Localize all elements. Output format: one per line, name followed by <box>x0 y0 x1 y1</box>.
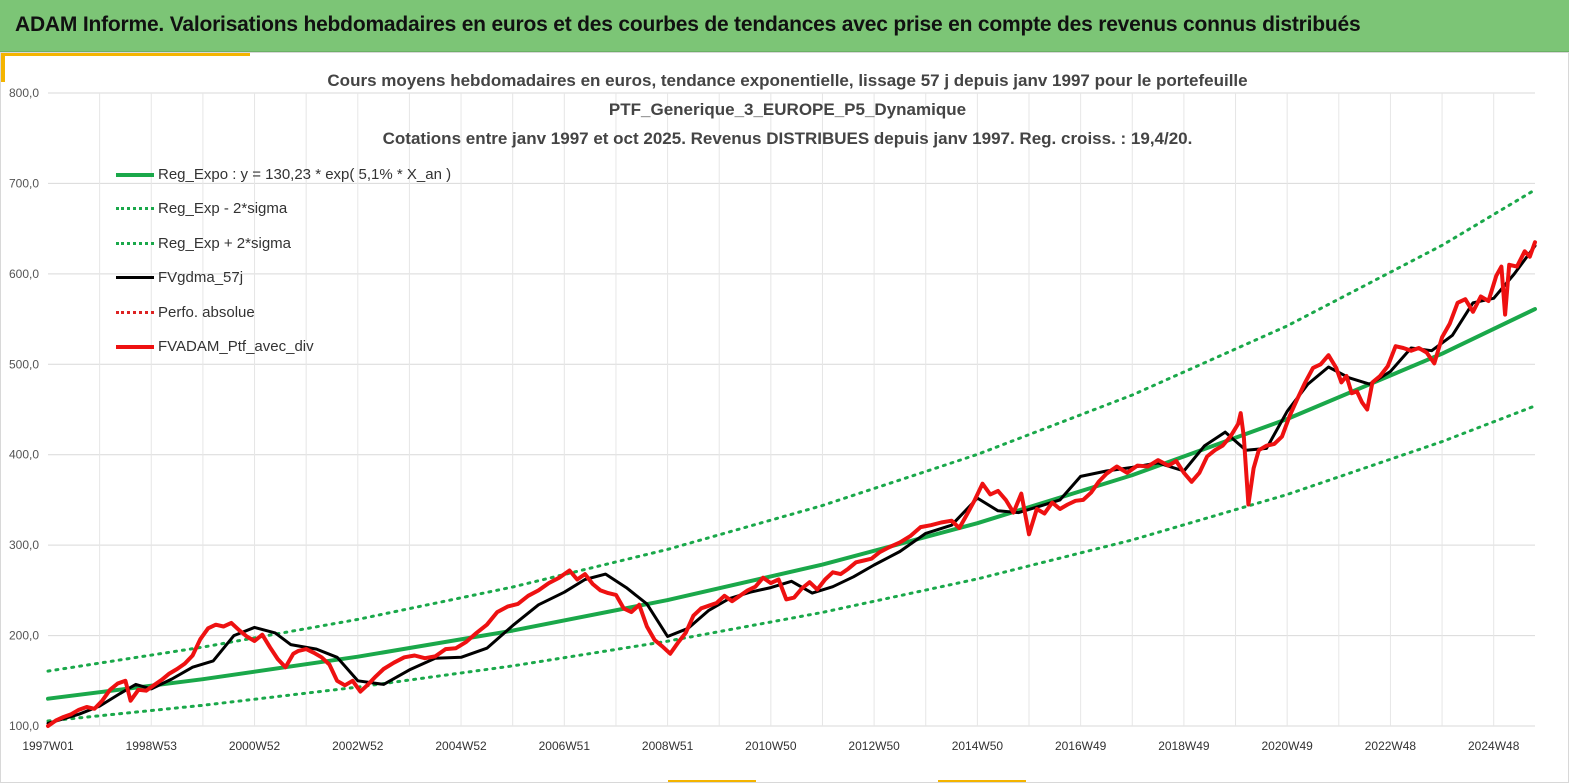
reg-exp-minus-line <box>46 404 1537 723</box>
x-tick-label: 2016W49 <box>1055 739 1107 753</box>
x-tick-label: 2014W50 <box>952 739 1004 753</box>
x-tick-label: 2000W52 <box>229 739 281 753</box>
legend-label-fvgdma: FVgdma_57j <box>158 269 244 287</box>
y-tick-label: 600,0 <box>9 267 39 281</box>
x-tick-label: 2008W51 <box>642 739 694 753</box>
legend-swatch-fvadam <box>116 344 154 349</box>
legend-swatch-perfo-absolue <box>116 310 154 314</box>
legend-swatch-reg-exp-plus <box>116 241 154 245</box>
x-tick-label: 1998W53 <box>126 739 178 753</box>
y-tick-label: 400,0 <box>9 448 39 462</box>
y-tick-label: 800,0 <box>9 86 39 100</box>
fvadam-line <box>46 240 1537 728</box>
y-tick-label: 700,0 <box>9 176 39 190</box>
reg-exp-plus-line <box>46 188 1537 673</box>
x-tick-label: 1997W01 <box>22 739 74 753</box>
accent-bar-top <box>0 52 250 56</box>
accent-bar-bottom-2 <box>938 780 1026 783</box>
x-tick-label: 2022W48 <box>1365 739 1417 753</box>
chart-title-line-1: Cours moyens hebdomadaires en euros, ten… <box>327 71 1248 90</box>
x-tick-label: 2006W51 <box>539 739 591 753</box>
x-tick-label: 2020W49 <box>1261 739 1313 753</box>
legend-swatch-fvgdma <box>116 276 154 280</box>
legend-label-reg-exp-minus: Reg_Exp - 2*sigma <box>158 200 288 218</box>
chart-plot: 100,0 200,0 300,0 400,0 500,0 600,0 700,0 800,0… <box>9 86 1537 753</box>
reg-expo-line <box>46 307 1537 701</box>
legend-swatch-reg-expo <box>116 173 154 177</box>
y-tick-label: 300,0 <box>9 538 39 552</box>
y-tick-label: 200,0 <box>9 629 39 643</box>
y-tick-label: 500,0 <box>9 357 39 371</box>
x-tick-label: 2018W49 <box>1158 739 1210 753</box>
accent-bar-left <box>0 52 5 82</box>
legend-label-reg-exp-plus: Reg_Exp + 2*sigma <box>158 234 291 252</box>
header-bar: ADAM Informe. Valorisations hebdomadaire… <box>0 0 1569 52</box>
legend-label-fvadam: FVADAM_Ptf_avec_div <box>158 337 314 355</box>
legend-swatch-reg-exp-minus <box>116 207 154 211</box>
chart-title-line-3: Cotations entre janv 1997 et oct 2025. R… <box>382 129 1193 148</box>
x-tick-label: 2012W50 <box>848 739 900 753</box>
y-tick-label: 100,0 <box>9 719 39 733</box>
accent-bar-bottom-1 <box>668 780 756 783</box>
x-tick-label: 2010W50 <box>745 739 797 753</box>
x-tick-label: 2004W52 <box>435 739 487 753</box>
legend-label-perfo-absolue: Perfo. absolue <box>158 303 255 321</box>
page-title: ADAM Informe. Valorisations hebdomadaire… <box>15 13 1361 36</box>
x-tick-label: 2024W48 <box>1468 739 1520 753</box>
x-tick-label: 2002W52 <box>332 739 384 753</box>
legend-label-reg-expo: Reg_Expo : y = 130,23 * exp( 5,1% * X_an… <box>158 166 452 183</box>
chart-title-line-2: PTF_Generique_3_EUROPE_P5_Dynamique <box>608 100 967 119</box>
